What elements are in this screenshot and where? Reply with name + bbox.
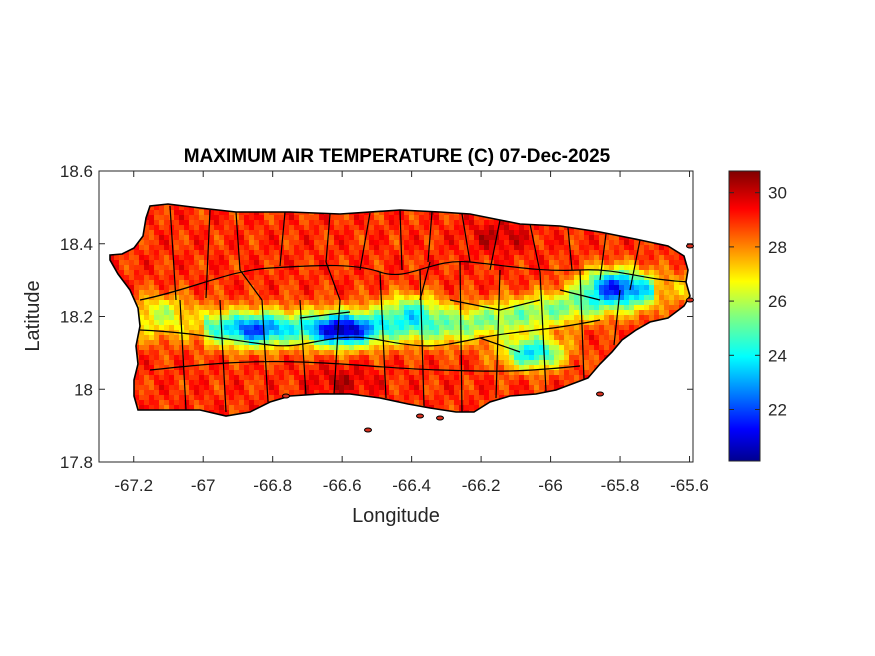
colorbar-tick-label: 24 (768, 346, 787, 365)
y-tick-label: 18.2 (60, 308, 93, 327)
y-tick-label: 18.6 (60, 162, 93, 181)
y-axis-ticks: 18.6 18.4 18.2 18 17.8 (60, 162, 693, 472)
municipal-boundaries (139, 205, 690, 413)
x-axis-ticks: -67.2 -67 -66.8 -66.6 -66.4 -66.2 -66 -65.8 -65.… (114, 171, 709, 495)
colorbar: 30 28 26 24 22 (728, 170, 787, 462)
islet (596, 391, 604, 397)
y-tick-label: 17.8 (60, 453, 93, 472)
x-tick-label: -66.4 (392, 476, 431, 495)
islet (686, 243, 694, 249)
colorbar-ticks: 30 28 26 24 22 (729, 184, 787, 420)
x-tick-label: -67 (191, 476, 216, 495)
y-tick-label: 18.4 (60, 235, 93, 254)
y-tick-label: 18 (74, 380, 93, 399)
x-tick-label: -65.6 (670, 476, 709, 495)
colorbar-tick-label: 22 (768, 401, 787, 420)
chart-title: MAXIMUM AIR TEMPERATURE (C) 07-Dec-2025 (184, 146, 611, 167)
coastline (109, 203, 691, 417)
y-axis-label: Latitude (22, 280, 44, 351)
islet (282, 393, 290, 399)
x-tick-label: -66.2 (462, 476, 501, 495)
x-tick-label: -66.6 (323, 476, 362, 495)
islet (686, 297, 694, 303)
colorbar-tick-label: 26 (768, 292, 787, 311)
x-tick-label: -67.2 (114, 476, 153, 495)
x-tick-label: -66.8 (253, 476, 292, 495)
colorbar-tick-label: 30 (768, 184, 787, 203)
colorbar-tick-label: 28 (768, 238, 787, 257)
islet (436, 415, 444, 421)
x-tick-label: -66 (538, 476, 563, 495)
islet (364, 427, 372, 433)
x-tick-label: -65.8 (601, 476, 640, 495)
x-axis-label: Longitude (352, 505, 440, 527)
colorbar-gradient (728, 170, 761, 462)
islet (416, 413, 424, 419)
map-axes: -67.2 -67 -66.8 -66.6 -66.4 -66.2 -66 -65.8 -65.… (60, 162, 709, 495)
